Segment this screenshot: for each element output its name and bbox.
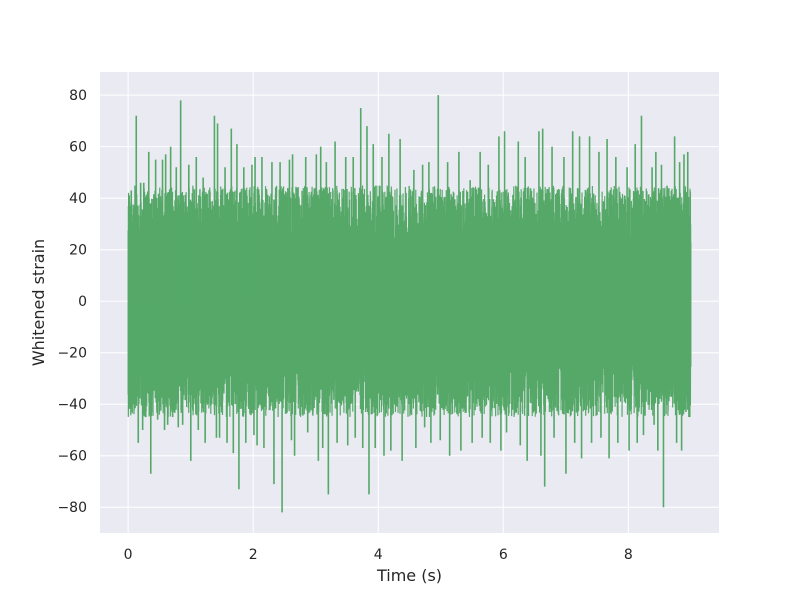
x-axis-label: Time (s) xyxy=(376,566,442,585)
y-tick-label: −40 xyxy=(57,397,87,413)
y-tick-label: 40 xyxy=(69,191,87,207)
series-area xyxy=(127,95,692,513)
series-line xyxy=(127,185,692,418)
x-tick-label: 0 xyxy=(124,547,133,563)
y-tick-label: −60 xyxy=(57,449,87,465)
y-tick-label: 20 xyxy=(69,243,87,259)
x-tick-label: 8 xyxy=(624,547,633,563)
y-tick-label: −20 xyxy=(57,346,87,362)
y-tick-labels: −80 −60 −40 −20 0 20 40 60 80 xyxy=(57,88,87,516)
y-tick-label: 80 xyxy=(69,88,87,104)
y-tick-label: 60 xyxy=(69,140,87,156)
x-tick-label: 6 xyxy=(499,547,508,563)
y-axis-label: Whitened strain xyxy=(29,239,48,366)
y-tick-label: −80 xyxy=(57,500,87,516)
x-tick-label: 2 xyxy=(249,547,258,563)
y-tick-label: 0 xyxy=(78,294,87,310)
x-tick-label: 4 xyxy=(374,547,383,563)
x-tick-labels: 0 2 4 6 8 xyxy=(124,547,633,563)
